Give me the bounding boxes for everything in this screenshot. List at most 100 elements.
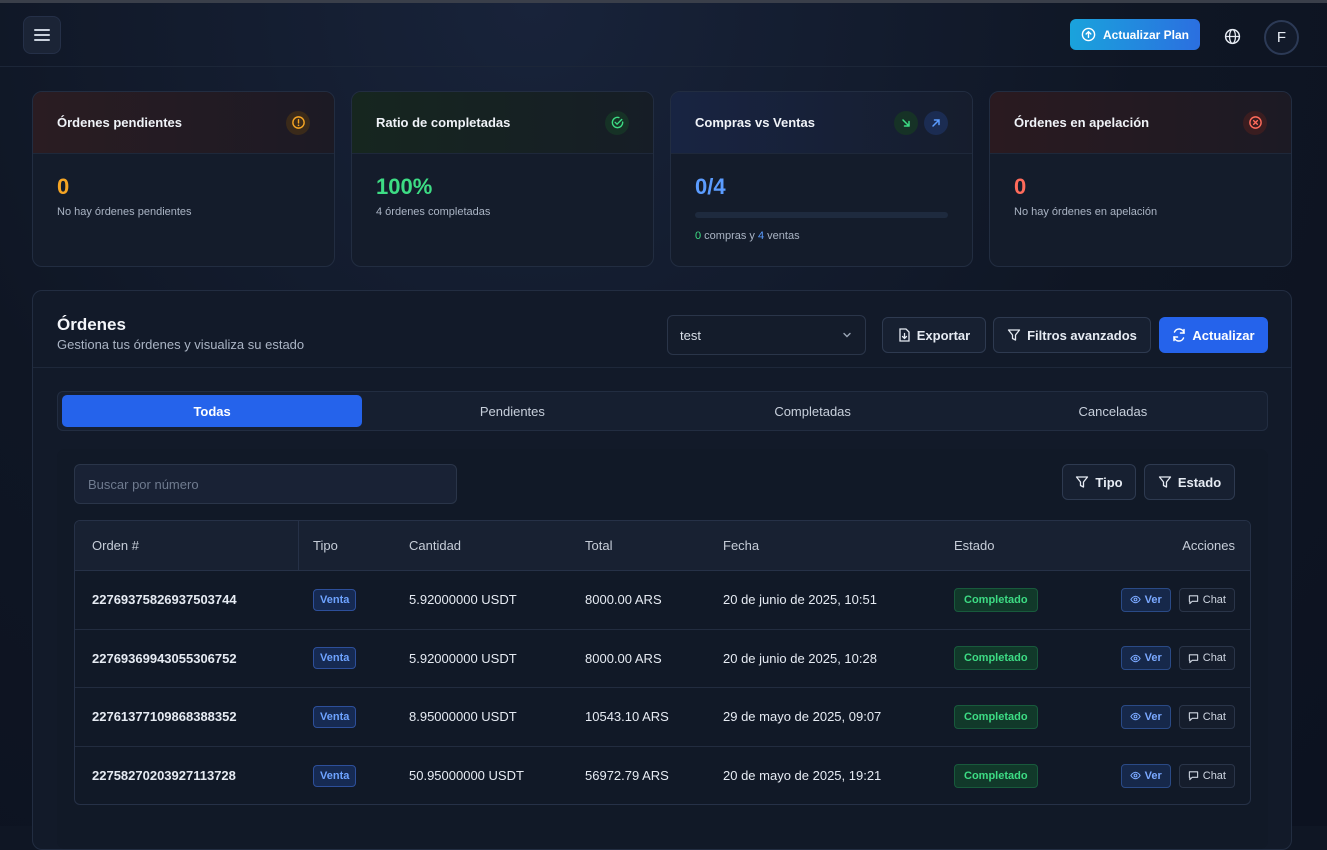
order-total: 10543.10 ARS	[585, 709, 669, 725]
menu-button[interactable]	[23, 16, 61, 54]
order-date: 20 de mayo de 2025, 19:21	[723, 768, 882, 784]
eye-icon	[1129, 771, 1141, 780]
view-button[interactable]: Ver	[1120, 646, 1171, 671]
chat-icon	[1188, 654, 1198, 663]
orders-tabs: Todas Pendientes Completadas Canceladas	[57, 391, 1268, 431]
chat-label: Chat	[1202, 652, 1226, 665]
type-badge: Venta	[313, 705, 357, 728]
type-badge: Venta	[313, 588, 357, 611]
language-button[interactable]	[1221, 25, 1243, 47]
card-subtitle: 0 compras y 4 ventas	[671, 218, 972, 242]
status-badge: Completado	[954, 646, 1038, 671]
search-placeholder: Buscar por número	[88, 476, 199, 492]
advanced-filters-button[interactable]: Filtros avanzados	[993, 317, 1151, 353]
table-row: 22769369943055306752 Venta 5.92000000 US…	[75, 630, 1250, 688]
appeal-orders-card: Órdenes en apelación 0 No hay órdenes en…	[989, 91, 1292, 267]
status-filter-button[interactable]: Estado	[1144, 464, 1235, 500]
refresh-button[interactable]: Actualizar	[1159, 317, 1268, 353]
filter-icon	[1158, 476, 1171, 488]
view-button[interactable]: Ver	[1120, 587, 1171, 612]
card-value: 0	[57, 174, 70, 199]
orders-panel-header: Órdenes Gestiona tus órdenes y visualiza…	[33, 291, 1291, 368]
table-row: 22761377109868388352 Venta 8.95000000 US…	[75, 688, 1250, 747]
card-title: Órdenes pendientes	[57, 115, 182, 130]
alert-circle-icon	[286, 110, 310, 135]
chat-label: Chat	[1202, 593, 1226, 606]
status-badge: Completado	[954, 587, 1038, 612]
chat-label: Chat	[1202, 710, 1226, 723]
tab-pending[interactable]: Pendientes	[479, 403, 545, 419]
card-title: Compras vs Ventas	[695, 115, 815, 130]
filter-icon	[1076, 476, 1089, 488]
upgrade-plan-label: Actualizar Plan	[1102, 27, 1190, 42]
user-avatar[interactable]: F	[1264, 20, 1299, 55]
chat-button[interactable]: Chat	[1178, 763, 1235, 788]
buys-count: 0	[695, 230, 702, 242]
chat-icon	[1188, 712, 1198, 722]
column-actions: Acciones	[1182, 538, 1235, 553]
table-row: 22758270203927113728 Venta 50.95000000 U…	[75, 747, 1250, 805]
chevron-down-icon	[843, 332, 851, 338]
order-total: 56972.79 ARS	[585, 768, 669, 784]
column-type[interactable]: Tipo	[313, 538, 338, 553]
order-id: 22758270203927113728	[92, 768, 236, 784]
chat-icon	[1188, 595, 1198, 605]
order-id: 22769375826937503744	[92, 592, 237, 608]
pending-orders-card: Órdenes pendientes 0 No hay órdenes pend…	[32, 91, 335, 267]
card-value: 0/4	[695, 174, 726, 199]
advanced-filters-label: Filtros avanzados	[1027, 327, 1137, 343]
upgrade-plan-button[interactable]: Actualizar Plan	[1070, 19, 1200, 50]
top-bar: Actualizar Plan F	[0, 3, 1327, 67]
orders-panel: Órdenes Gestiona tus órdenes y visualiza…	[32, 290, 1292, 850]
column-order[interactable]: Orden #	[92, 538, 139, 553]
view-button[interactable]: Ver	[1120, 704, 1171, 729]
view-label: Ver	[1144, 593, 1162, 606]
file-download-icon	[899, 328, 910, 342]
orders-title: Órdenes	[57, 315, 126, 334]
check-circle-icon	[605, 110, 629, 135]
status-badge: Completado	[954, 763, 1038, 788]
x-circle-icon	[1243, 110, 1267, 135]
sells-text: ventas	[764, 230, 800, 242]
card-value: 100%	[376, 174, 433, 199]
tab-cancelled[interactable]: Canceladas	[1078, 403, 1148, 419]
column-date[interactable]: Fecha	[723, 538, 760, 553]
orders-table: Orden # Tipo Cantidad Total Fecha Estado…	[74, 520, 1251, 805]
chat-button[interactable]: Chat	[1178, 587, 1235, 612]
chat-button[interactable]: Chat	[1178, 646, 1235, 671]
buys-text: compras y	[701, 230, 758, 242]
column-status[interactable]: Estado	[954, 538, 995, 553]
type-filter-label: Tipo	[1095, 474, 1123, 490]
tab-all[interactable]: Todas	[62, 395, 363, 427]
order-date: 20 de junio de 2025, 10:28	[723, 650, 877, 666]
card-title: Órdenes en apelación	[1014, 115, 1150, 130]
order-amount: 8.95000000 USDT	[409, 709, 517, 725]
search-input[interactable]: Buscar por número	[74, 464, 457, 504]
type-filter-button[interactable]: Tipo	[1062, 464, 1136, 500]
chat-icon	[1188, 771, 1198, 781]
account-select-value: test	[680, 327, 701, 343]
chat-label: Chat	[1202, 769, 1226, 782]
eye-icon	[1129, 654, 1141, 663]
tab-completed[interactable]: Completadas	[774, 403, 851, 419]
buys-vs-sells-card: Compras vs Ventas 0/4 0 compras y 4 vent…	[670, 91, 973, 267]
card-title: Ratio de completadas	[376, 115, 511, 130]
orders-table-container: Buscar por número Tipo Estado Orden # Ti…	[57, 449, 1268, 849]
export-button[interactable]: Exportar	[882, 317, 986, 353]
sells-count: 4	[757, 230, 765, 242]
type-badge: Venta	[313, 647, 357, 670]
table-row: 22769375826937503744 Venta 5.92000000 US…	[75, 571, 1250, 630]
view-label: Ver	[1144, 710, 1162, 723]
avatar-initial: F	[1276, 29, 1287, 46]
refresh-label: Actualizar	[1192, 327, 1255, 343]
column-amount[interactable]: Cantidad	[409, 538, 462, 553]
filter-icon	[1007, 329, 1021, 341]
column-total[interactable]: Total	[585, 538, 613, 553]
view-label: Ver	[1144, 769, 1162, 782]
arrow-up-right-icon	[924, 110, 948, 135]
completion-ratio-card: Ratio de completadas 100% 4 órdenes comp…	[351, 91, 654, 267]
account-select[interactable]: test	[667, 315, 866, 355]
status-badge: Completado	[954, 704, 1038, 729]
view-button[interactable]: Ver	[1120, 763, 1171, 788]
chat-button[interactable]: Chat	[1178, 704, 1235, 729]
